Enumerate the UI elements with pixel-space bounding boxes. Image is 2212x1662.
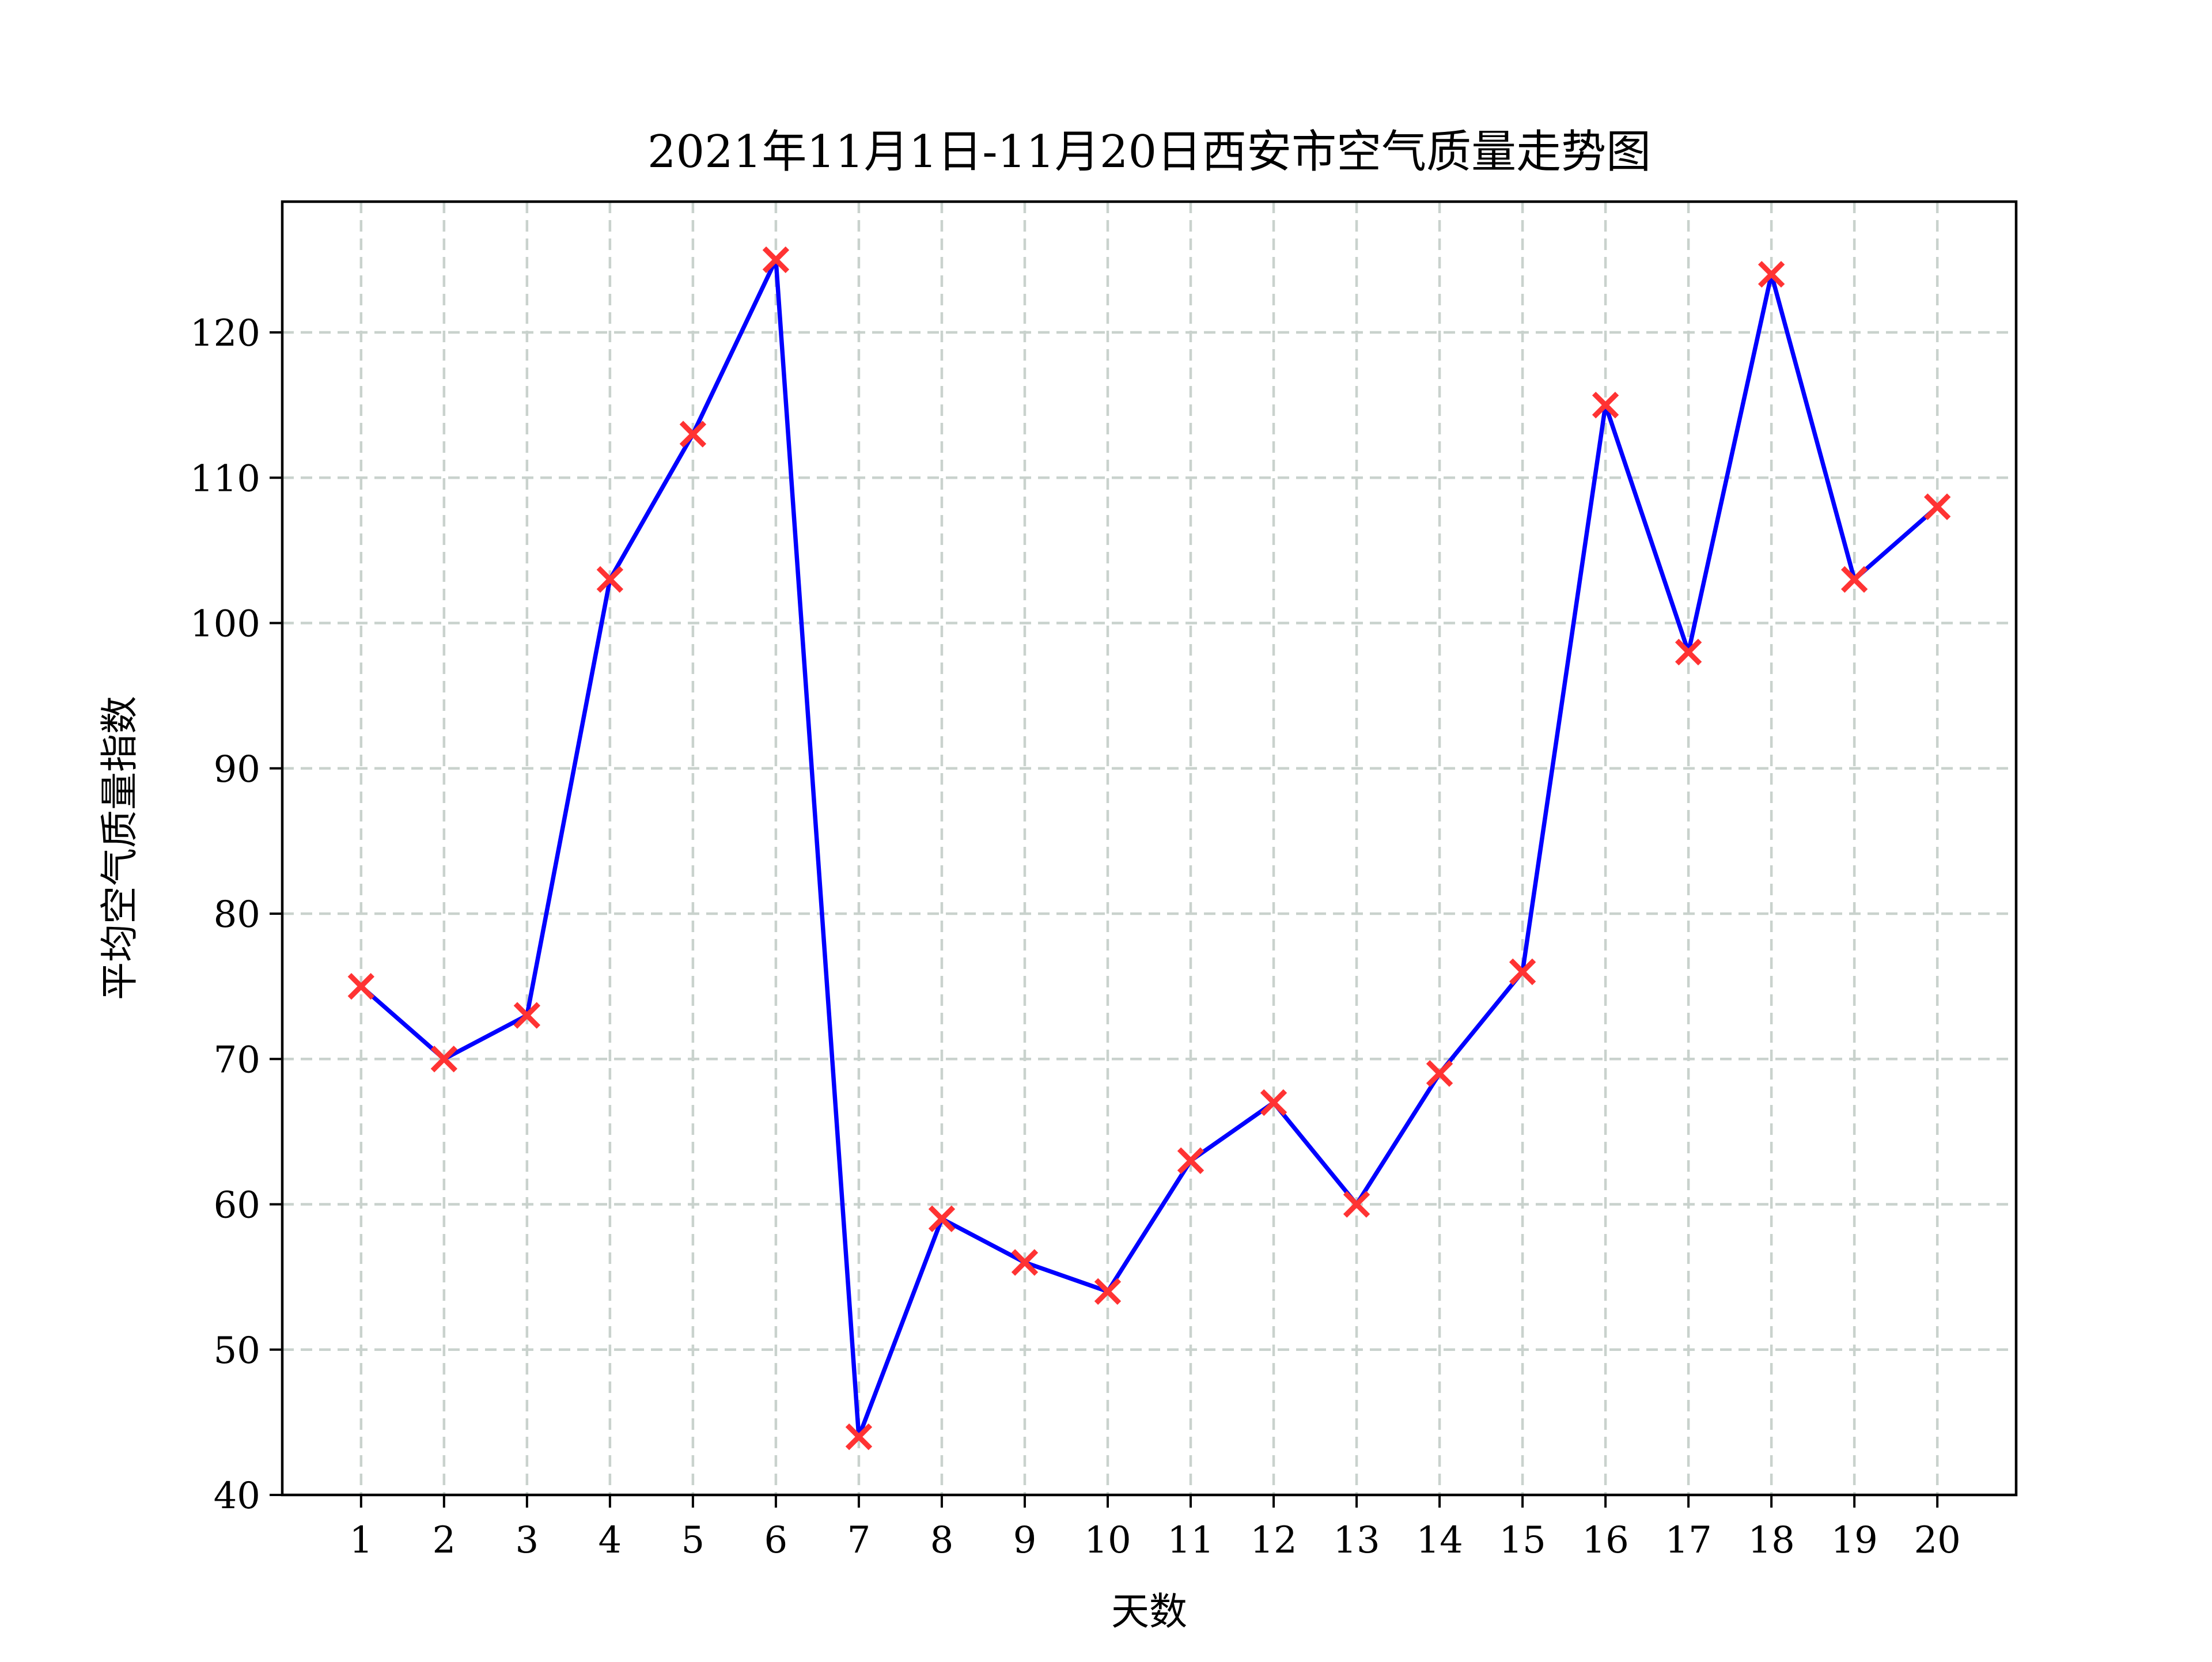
marker-stroke [430,1046,458,1073]
data-point-marker [596,566,624,593]
marker-stroke [1426,1060,1453,1087]
plot-frame [281,200,2018,1497]
x-tick-label: 17 [1665,1519,1711,1562]
series-line [359,258,1940,1439]
marker-stroke [1758,260,1785,288]
x-tick-label: 15 [1499,1519,1546,1562]
marker-stroke [1094,1278,1122,1305]
y-tick-label: 70 [214,1039,260,1081]
data-point-marker [1094,1278,1122,1305]
y-tick-label: 110 [190,457,260,500]
data-point-marker [430,1046,458,1073]
y-axis-title: 平均空气质量指数 [97,696,142,1000]
marker-stroke [1343,1191,1370,1218]
x-tick-label: 8 [930,1519,954,1562]
data-point-marker [1260,1089,1287,1116]
data-point-marker [1758,260,1785,288]
x-tick-label: 19 [1831,1519,1877,1562]
marker-stroke [928,1205,956,1232]
data-point-marker [1509,958,1536,986]
data-point-marker [928,1205,956,1232]
x-tick-label: 5 [681,1519,705,1562]
x-tick-label: 20 [1914,1519,1960,1562]
marker-stroke [1509,958,1536,986]
y-tick-label: 60 [214,1184,260,1227]
marker-stroke [845,1423,873,1451]
x-tick-label: 13 [1333,1519,1380,1562]
marker-stroke [679,421,707,448]
data-point-marker [1177,1147,1205,1175]
data-point-marker [1923,493,1951,520]
marker-stroke [596,566,624,593]
x-tick-label: 6 [764,1519,788,1562]
marker-stroke [1260,1089,1287,1116]
marker-stroke [513,1002,541,1029]
x-axis-title: 天数 [1111,1589,1187,1634]
data-point-marker [1675,638,1702,666]
x-tick-label: 4 [599,1519,622,1562]
x-tick-label: 7 [847,1519,871,1562]
x-tick-label: 11 [1167,1519,1214,1562]
data-point-marker [1592,391,1619,419]
y-tick-label: 120 [190,312,260,355]
marker-layer [347,246,1951,1451]
series-layer [359,258,1940,1439]
data-point-marker [1011,1249,1039,1276]
data-point-marker [845,1423,873,1451]
chart-title: 2021年11月1日-11月20日西安市空气质量走势图 [647,126,1651,178]
x-tick-label: 10 [1084,1519,1131,1562]
marker-stroke [1840,566,1868,593]
grid [282,202,2016,1495]
x-tick-label: 18 [1748,1519,1794,1562]
marker-stroke [1592,391,1619,419]
data-point-marker [347,972,375,1000]
x-tick-label: 9 [1013,1519,1037,1562]
y-tick-label: 80 [214,894,260,936]
marker-stroke [347,972,375,1000]
data-point-marker [762,246,790,274]
marker-stroke [762,246,790,274]
x-tick-label: 3 [515,1519,539,1562]
y-tick-label: 50 [214,1330,260,1372]
y-tick-label: 90 [214,748,260,791]
x-tick-label: 1 [349,1519,373,1562]
data-point-marker [1840,566,1868,593]
x-tick-label: 16 [1582,1519,1628,1562]
x-tick-label: 14 [1416,1519,1463,1562]
data-point-marker [679,421,707,448]
data-point-marker [1343,1191,1370,1218]
marker-stroke [1675,638,1702,666]
x-tick-label: 2 [432,1519,456,1562]
marker-stroke [1011,1249,1039,1276]
x-tick-label: 12 [1250,1519,1297,1562]
marker-stroke [1923,493,1951,520]
y-tick-label: 100 [190,603,260,646]
axis-ticks: 1 2 3 4 5 6 7 8 9 10 11 12 13 14 15 16 17 18 19 20405060708… [190,312,1961,1562]
y-tick-label: 40 [214,1475,260,1517]
data-point-marker [1426,1060,1453,1087]
data-point-marker [513,1002,541,1029]
marker-stroke [1177,1147,1205,1175]
